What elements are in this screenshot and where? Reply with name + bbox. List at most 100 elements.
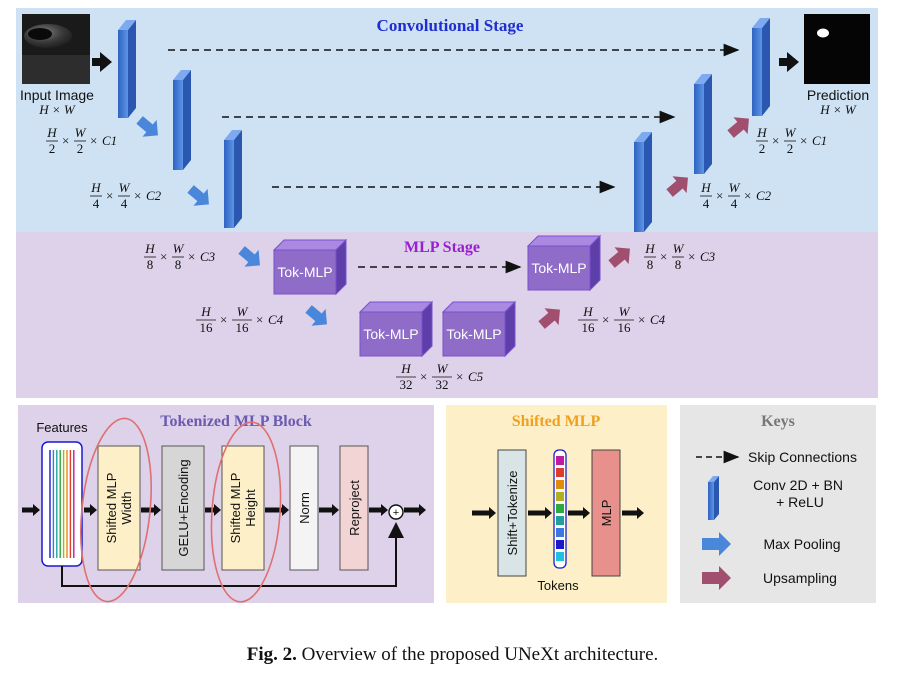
conv-stage-title: Convolutional Stage	[377, 16, 524, 35]
shifted-mlp-height-box: Shifted MLPHeight	[221, 445, 265, 571]
tok-mlp-block-encoder: Tok-MLP	[272, 238, 348, 296]
token-cell	[556, 552, 564, 561]
flow-arrow-output	[404, 504, 426, 516]
svg-text:4: 4	[703, 196, 710, 211]
residual-connection	[61, 522, 404, 587]
svg-text:H: H	[90, 180, 101, 195]
conv-block-decoder-2	[694, 74, 712, 174]
dims-decoder-4: H16×W16× C4	[578, 304, 666, 335]
svg-text:W: W	[75, 125, 87, 140]
svg-text:×: ×	[744, 188, 751, 203]
input-image	[22, 14, 90, 84]
upsampling-arrow-4	[727, 117, 749, 138]
mlp-box-label: MLP	[599, 500, 614, 527]
shifted-mlp-width-box: Shifted MLPWidth	[97, 445, 141, 571]
svg-text:H: H	[582, 304, 593, 319]
key-up-label: Upsampling	[763, 570, 837, 586]
svg-text:W: W	[785, 125, 797, 140]
max-pooling-arrow-4	[305, 305, 327, 326]
svg-text:×: ×	[256, 312, 263, 327]
flow-arrow	[84, 504, 97, 516]
highlight-circle-height	[210, 421, 282, 603]
svg-text:C2: C2	[756, 188, 772, 203]
tok-mlp-block-encoder-label: Tok-MLP	[277, 264, 332, 280]
svg-text:×: ×	[90, 133, 97, 148]
dims-encoder-4: H16×W16× C4	[196, 304, 284, 335]
svg-text:16: 16	[618, 320, 632, 335]
svg-text:×: ×	[602, 312, 609, 327]
input-image-dims: H × W	[38, 102, 76, 117]
shifted-mlp-height-box-label: Shifted MLPHeight	[228, 473, 258, 544]
conv-block-decoder-1	[752, 18, 770, 116]
token-cell	[556, 528, 564, 537]
shift-tokenize-label: Shift+Tokenize	[505, 471, 520, 556]
tok-mlp-block-bottleneck-1: Tok-MLP	[358, 300, 434, 358]
dims-encoder-3: H8×W8× C3	[144, 241, 216, 272]
svg-text:32: 32	[400, 377, 413, 392]
flow-arrow	[369, 504, 388, 516]
svg-text:C3: C3	[700, 249, 716, 264]
flow-arrow	[265, 504, 289, 516]
svg-text:4: 4	[731, 196, 738, 211]
shifted-flow-arrow	[528, 507, 552, 519]
caption-text: Overview of the proposed UNeXt architect…	[296, 644, 659, 665]
prediction-label: Prediction	[807, 87, 869, 103]
token-cell	[556, 492, 564, 501]
svg-text:×: ×	[420, 369, 427, 384]
svg-text:8: 8	[147, 257, 154, 272]
svg-text:8: 8	[175, 257, 182, 272]
conv-block-encoder-1	[118, 20, 136, 118]
svg-text:W: W	[119, 180, 131, 195]
norm-box-label: Norm	[297, 492, 312, 524]
svg-text:×: ×	[134, 188, 141, 203]
svg-text:C5: C5	[468, 369, 484, 384]
dims-encoder-2: H4×W4× C2	[90, 180, 162, 211]
svg-text:C4: C4	[650, 312, 666, 327]
svg-text:8: 8	[675, 257, 682, 272]
shifted-mlp-width-box-label: Shifted MLPWidth	[104, 473, 134, 544]
svg-text:2: 2	[787, 141, 794, 156]
key-up-icon	[702, 566, 731, 590]
svg-text:×: ×	[688, 249, 695, 264]
shifted-flow-arrow	[472, 507, 496, 519]
reproject-box: Reproject	[339, 445, 369, 571]
svg-text:C1: C1	[102, 133, 117, 148]
svg-text:H: H	[400, 361, 411, 376]
svg-text:H: H	[756, 125, 767, 140]
svg-text:C3: C3	[200, 249, 216, 264]
svg-text:C2: C2	[146, 188, 162, 203]
shifted-flow-arrow	[568, 507, 590, 519]
conv-block-decoder-3	[634, 132, 652, 232]
flow-arrow	[141, 504, 161, 516]
mlp-stage-title: MLP Stage	[404, 239, 480, 256]
svg-text:×: ×	[220, 312, 227, 327]
token-cell	[556, 540, 564, 549]
features-stack	[41, 441, 83, 567]
token-cell	[556, 468, 564, 477]
max-pooling-arrow-1	[136, 116, 158, 137]
svg-text:×: ×	[800, 133, 807, 148]
tok-mlp-block-decoder: Tok-MLP	[526, 234, 602, 292]
dims-decoder-2: H4×W4× C2	[700, 180, 772, 211]
svg-text:×: ×	[160, 249, 167, 264]
max-pooling-arrow-3	[238, 246, 260, 267]
svg-text:×: ×	[62, 133, 69, 148]
reproject-box-label: Reproject	[347, 480, 362, 536]
key-skip-label: Skip Connections	[748, 449, 857, 465]
svg-text:16: 16	[236, 320, 250, 335]
features-label: Features	[36, 420, 88, 435]
svg-text:H: H	[46, 125, 57, 140]
token-cell	[556, 504, 564, 513]
svg-text:×: ×	[660, 249, 667, 264]
svg-text:16: 16	[582, 320, 596, 335]
conv-block-encoder-2	[173, 70, 191, 170]
svg-text:×: ×	[716, 188, 723, 203]
shifted-flow-arrow-output	[622, 507, 644, 519]
svg-text:H: H	[644, 241, 655, 256]
svg-text:×: ×	[188, 249, 195, 264]
prediction-image	[804, 14, 870, 84]
svg-text:×: ×	[638, 312, 645, 327]
svg-text:16: 16	[200, 320, 214, 335]
svg-text:2: 2	[77, 141, 84, 156]
